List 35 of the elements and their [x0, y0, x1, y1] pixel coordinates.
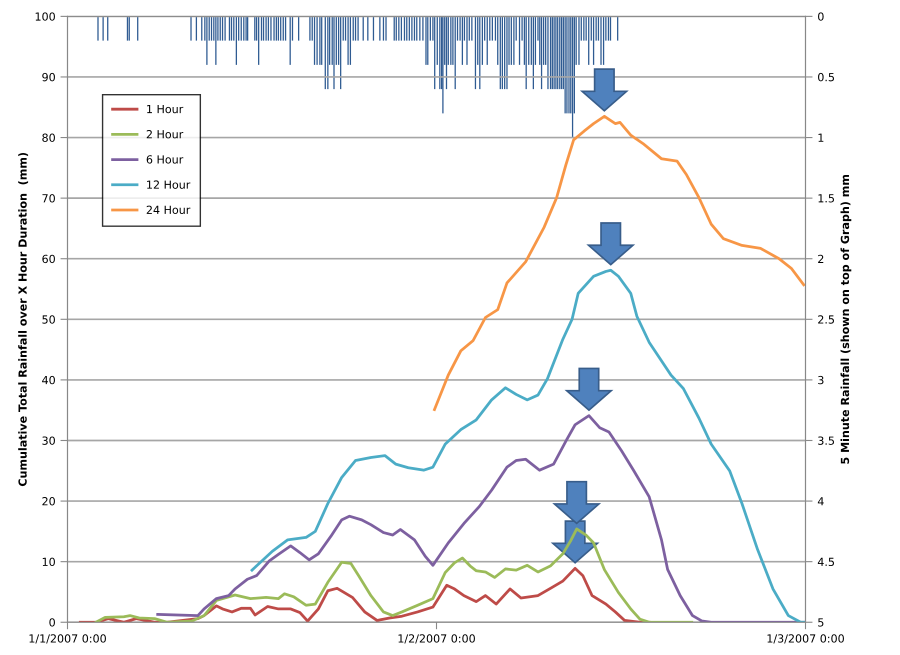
y-tick-label: 30 [42, 436, 55, 445]
y-tick-label: 10 [42, 558, 55, 566]
legend-label: 12 Hour [147, 180, 190, 189]
y2-tick-label: 0.5 [818, 72, 834, 82]
y2-tick-label: 2.5 [818, 315, 834, 324]
y2-tick-label: 1.5 [818, 194, 834, 203]
y-tick-label: 80 [42, 134, 55, 142]
x-tick-label: 1/1/2007 0:00 [30, 634, 106, 644]
line-series [250, 268, 806, 622]
y-tick-label: 90 [42, 72, 55, 82]
y2-tick-label: 4.5 [818, 558, 834, 566]
y2-axis-title: 5 Minute Rainfall (shown on top of Graph) mm [840, 174, 852, 464]
y2-tick-label: 3 [818, 376, 824, 384]
y2-tick-label: 5 [818, 618, 824, 627]
y-tick-label: 60 [42, 254, 55, 264]
y2-tick-label: 4 [818, 497, 824, 506]
y2-tick-label: 3.5 [818, 436, 834, 445]
y-tick-label: 20 [42, 497, 55, 506]
legend-label: 1 Hour [147, 104, 184, 114]
y-tick-label: 100 [36, 12, 55, 21]
line-series [94, 528, 694, 622]
line-series [433, 114, 806, 411]
y2-tick-label: 0 [818, 12, 824, 21]
y-tick-label: 0 [49, 618, 55, 627]
y-axis-title: Cumulative Total Rainfall over X Hour Duration (mm) [18, 152, 28, 486]
x-tick-label: 1/2/2007 0:00 [398, 634, 475, 644]
legend-label: 2 Hour [146, 130, 184, 138]
legend-label: 24 Hour [146, 206, 190, 214]
y2-tick-label: 1 [818, 134, 824, 142]
x-tick-label: 1/3/2007 0:00 [768, 634, 844, 644]
y-tick-label: 40 [42, 376, 55, 384]
y-tick-label: 50 [42, 315, 55, 324]
y2-tick-label: 2 [818, 254, 824, 263]
legend-label: 6 Hour [146, 155, 184, 164]
y-tick-label: 70 [42, 194, 55, 203]
